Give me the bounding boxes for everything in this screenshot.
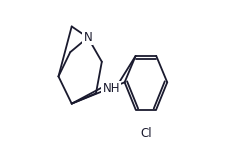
Text: Cl: Cl <box>140 127 152 140</box>
Text: N: N <box>84 31 92 44</box>
Text: NH: NH <box>103 82 120 95</box>
